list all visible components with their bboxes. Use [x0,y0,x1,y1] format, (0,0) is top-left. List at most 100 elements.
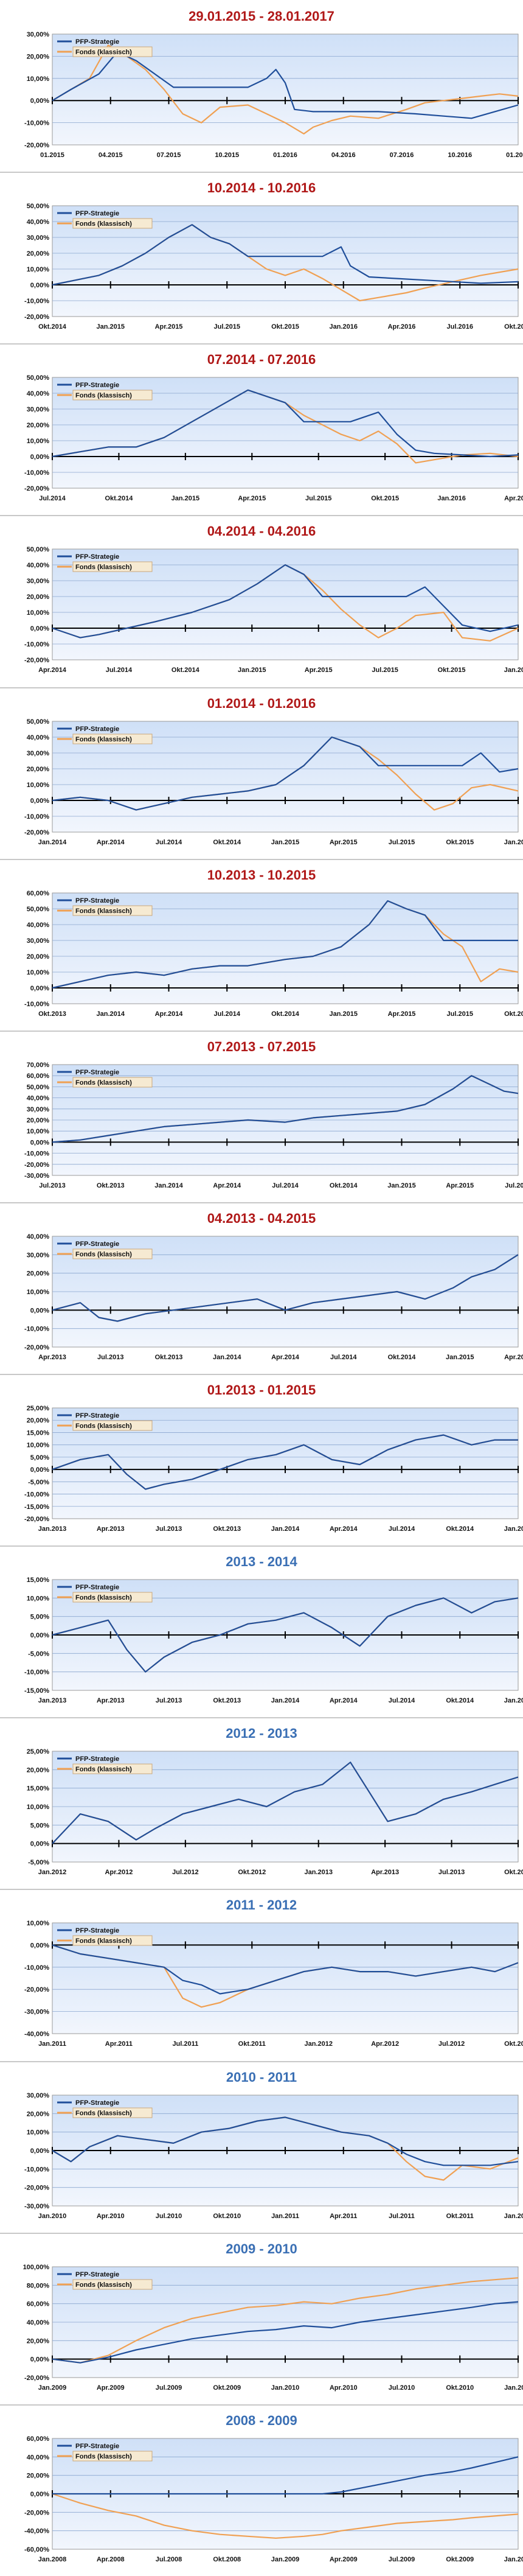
x-tick-label: Apr.2008 [97,2556,125,2563]
x-tick-label: Jan.2015 [387,1182,415,1189]
y-tick-label: 40,00% [27,1233,50,1241]
x-tick-label: Jan.2016 [504,667,523,674]
legend-label: PFP-Strategie [75,726,119,733]
y-tick-label: -40,00% [24,2031,49,2038]
y-tick-label: 60,00% [27,890,50,897]
y-tick-label: 25,00% [27,1748,50,1755]
legend-label: Fonds (klassisch) [75,49,132,56]
y-tick-label: 0,00% [30,1632,49,1639]
x-tick-label: Jul.2009 [156,2384,182,2392]
chart-panel: 10.2014 - 10.2016 50,00% 40,00% 30,00% 20,00… [0,172,523,343]
y-tick-label: 0,00% [30,1841,49,1848]
x-tick-label: Apr.2009 [330,2556,358,2563]
legend-label: Fonds (klassisch) [75,1594,132,1601]
legend-label-box [72,1077,153,1088]
x-tick-label: Apr.2014 [38,667,67,674]
chart-panel: 2012 - 2013 25,00% 20,00% 15,00% 10,00% 5,00%… [0,1717,523,1889]
chart-frame: 60,00% 40,00% 20,00% 0,00% -20,00% -40,00% -60… [12,2432,523,2565]
y-tick-label: 0,00% [30,2147,49,2155]
legend-label: Fonds (klassisch) [75,392,132,399]
x-tick-label: Jul.2013 [156,1525,182,1533]
y-tick-label: 10,00% [27,1442,50,1449]
x-tick-label: Jul.2009 [389,2556,415,2563]
line-chart: 50,00% 40,00% 30,00% 20,00% 10,00% 0,00% -10,0… [24,203,523,331]
y-tick-label: 50,00% [27,203,50,210]
x-tick-label: Okt.2009 [213,2384,241,2392]
series-line-pfp [52,2116,519,2166]
x-tick-label: Apr.2009 [97,2384,125,2392]
y-tick-label: -20,00% [24,1987,49,1994]
legend-label: PFP-Strategie [75,897,119,905]
x-tick-label: Okt.2015 [504,1010,523,1018]
legend-label: PFP-Strategie [75,1584,119,1591]
x-tick-label: Jul.2015 [447,1010,473,1018]
x-tick-label: Okt.2011 [238,2040,266,2048]
panel-divider [0,1202,523,1203]
x-tick-label: Jan.2009 [38,2384,66,2392]
x-tick-label: Apr.2016 [504,495,523,502]
chart-frame: 10,00% 0,00% -10,00% -20,00% -30,00% -40,00% J… [12,1917,523,2049]
y-tick-label: 15,00% [27,1577,50,1584]
legend-label: Fonds (klassisch) [75,1766,132,1773]
y-tick-label: 15,00% [27,1785,50,1793]
y-tick-label: 40,00% [27,922,50,929]
chart-title: 2011 - 2012 [226,1897,297,1913]
x-tick-label: Jan.2009 [271,2556,299,2563]
series-line-pfp [52,1254,519,1322]
x-tick-label: Jan.2010 [38,2213,66,2220]
y-tick-label: 15,00% [27,1430,50,1437]
line-chart: 60,00% 50,00% 40,00% 30,00% 20,00% 10,00% 0,00… [24,890,523,1018]
legend-label: PFP-Strategie [75,1241,119,1248]
legend-label-box [72,218,153,229]
y-tick-label: 0,00% [30,2356,49,2363]
series-line-pfp [52,1074,519,1143]
series-line-pfp [52,2301,519,2364]
y-tick-label: 0,00% [30,1942,49,1950]
y-tick-label: 20,00% [27,1270,50,1278]
x-tick-label: 07.2015 [157,152,181,159]
y-tick-label: 0,00% [30,985,49,992]
y-tick-label: 50,00% [27,1083,50,1091]
chart-title: 2009 - 2010 [226,2241,297,2256]
chart-panel: 2009 - 2010 100,00% 80,00% 60,00% 40,00% 20,0… [0,2232,523,2404]
y-tick-label: -10,00% [24,1964,49,1972]
y-tick-label: 30,00% [27,937,50,945]
chart-frame: 30,00% 20,00% 10,00% 0,00% -10,00% -20,00% -30… [12,2089,523,2222]
y-tick-label: 40,00% [27,734,50,741]
x-tick-label: Jul.2014 [214,1010,241,1018]
x-tick-label: Okt.2015 [371,495,399,502]
y-tick-label: 0,00% [30,1307,49,1314]
y-tick-label: -15,00% [24,1687,49,1695]
chart-title: 2012 - 2013 [226,1726,297,1741]
legend-label: PFP-Strategie [75,38,119,46]
x-tick-label: Jul.2011 [389,2213,415,2220]
x-tick-label: Jul.2014 [156,839,182,846]
x-tick-label: 01.2016 [273,152,297,159]
x-tick-label: Jan.2014 [97,1010,125,1018]
chart-title: 04.2014 - 04.2016 [207,523,316,539]
x-tick-label: Apr.2014 [155,1010,184,1018]
y-tick-label: 20,00% [27,250,50,257]
y-tick-label: -10,00% [24,2166,49,2173]
x-tick-label: Jan.2015 [330,1010,358,1018]
y-tick-label: 20,00% [27,766,50,773]
chart-panel: 2010 - 2011 30,00% 20,00% 10,00% 0,00% -10,00… [0,2060,523,2233]
x-tick-label: Jan.2014 [271,1697,300,1704]
y-tick-label: 50,00% [27,374,50,382]
y-tick-label: 10,00% [27,1804,50,1811]
x-tick-label: Apr.2016 [388,323,416,331]
y-tick-label: -10,00% [24,1669,49,1676]
y-tick-label: 30,00% [27,750,50,757]
line-chart: 60,00% 40,00% 20,00% 0,00% -20,00% -40,00% -60… [24,2435,523,2563]
chart-panel: 29.01.2015 - 28.01.2017 30,00% 20,00% 10,00… [0,0,523,172]
x-tick-label: Okt.2011 [446,2213,474,2220]
x-tick-label: Jul.2016 [447,323,473,331]
x-tick-label: Apr.2011 [105,2040,133,2048]
y-tick-label: 20,00% [27,1417,50,1424]
y-tick-label: -20,00% [24,2184,49,2191]
y-tick-label: -10,00% [24,469,49,477]
y-tick-label: 10,00% [27,1595,50,1603]
legend-label: PFP-Strategie [75,1927,119,1934]
y-tick-label: 60,00% [27,2435,50,2443]
x-tick-label: Jul.2014 [272,1182,299,1189]
